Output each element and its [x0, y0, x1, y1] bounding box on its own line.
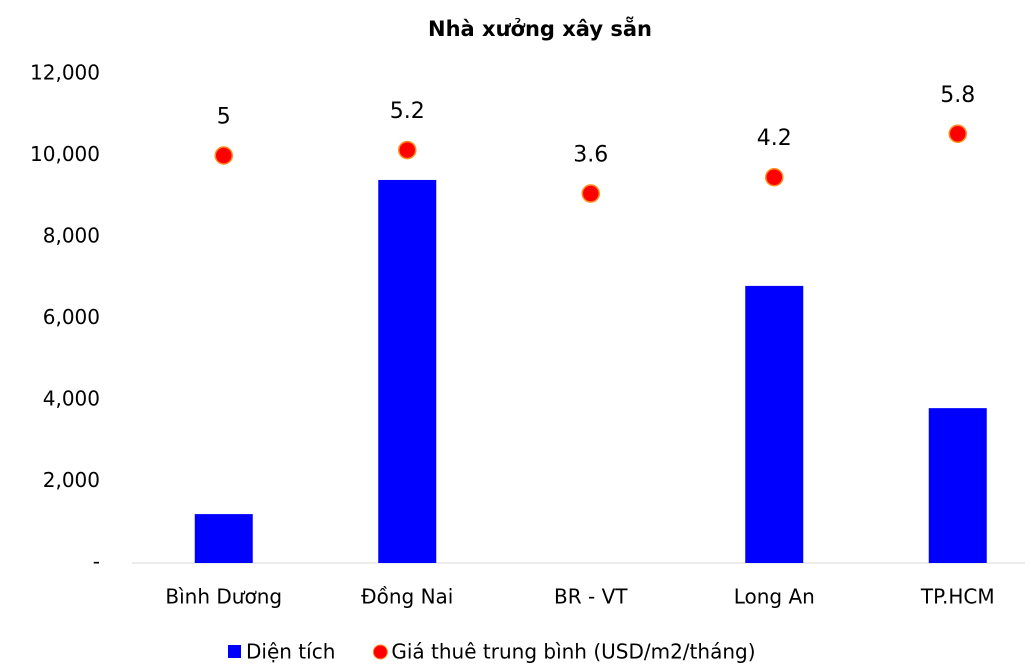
y-tick-label: 4,000	[43, 387, 100, 411]
y-tick-label: 12,000	[30, 61, 100, 85]
legend-label: Giá thuê trung bình (USD/m2/tháng)	[391, 640, 755, 664]
bar	[378, 179, 437, 563]
data-label: 5	[217, 105, 231, 130]
chart-title: Nhà xưởng xây sẵn	[428, 16, 652, 41]
bar	[745, 285, 804, 563]
dot	[948, 124, 967, 144]
y-tick-label: 8,000	[43, 224, 100, 248]
x-tick-label: Long An	[734, 585, 815, 609]
x-tick-label: TP.HCM	[920, 585, 995, 609]
x-tick-label: BR - VT	[554, 585, 628, 609]
data-label: 4.2	[757, 126, 792, 151]
data-label: 5.2	[390, 99, 425, 124]
dot	[581, 184, 600, 203]
y-tick-label: -	[93, 550, 100, 574]
y-tick-label: 2,000	[43, 468, 100, 492]
dot	[765, 167, 784, 187]
x-tick-label: Bình Dương	[165, 585, 282, 609]
bar	[194, 514, 253, 563]
y-tick-label: 10,000	[30, 142, 100, 166]
bar	[928, 408, 987, 563]
legend-swatch	[372, 644, 388, 660]
legend-label: Diện tích	[246, 640, 335, 664]
x-tick-label: Đồng Nai	[361, 585, 453, 609]
legend-swatch	[228, 645, 241, 658]
dot	[398, 140, 417, 160]
y-tick-label: 6,000	[43, 305, 100, 329]
data-label: 5.8	[940, 83, 975, 108]
data-label: 3.6	[573, 143, 608, 168]
dot	[214, 146, 233, 165]
